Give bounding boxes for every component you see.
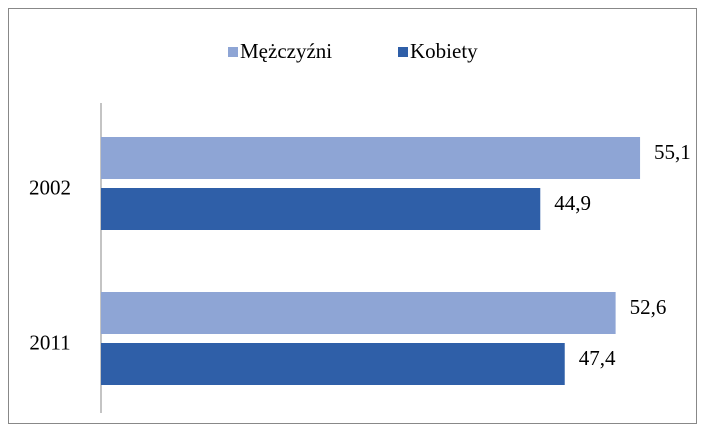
value-label: 52,6 — [630, 295, 667, 319]
value-label: 55,1 — [654, 140, 691, 164]
bar — [101, 137, 641, 179]
y-tick-label: 2002 — [29, 175, 71, 199]
value-label: 44,9 — [554, 191, 591, 215]
bar — [101, 188, 541, 230]
legend-label: Kobiety — [410, 39, 478, 63]
legend-swatch — [228, 47, 238, 57]
legend-swatch — [398, 47, 408, 57]
value-label: 47,4 — [579, 346, 616, 370]
y-tick-label: 2011 — [29, 330, 70, 354]
bar — [101, 343, 565, 385]
legend-label: Mężczyźni — [240, 39, 332, 63]
bar — [101, 292, 616, 334]
